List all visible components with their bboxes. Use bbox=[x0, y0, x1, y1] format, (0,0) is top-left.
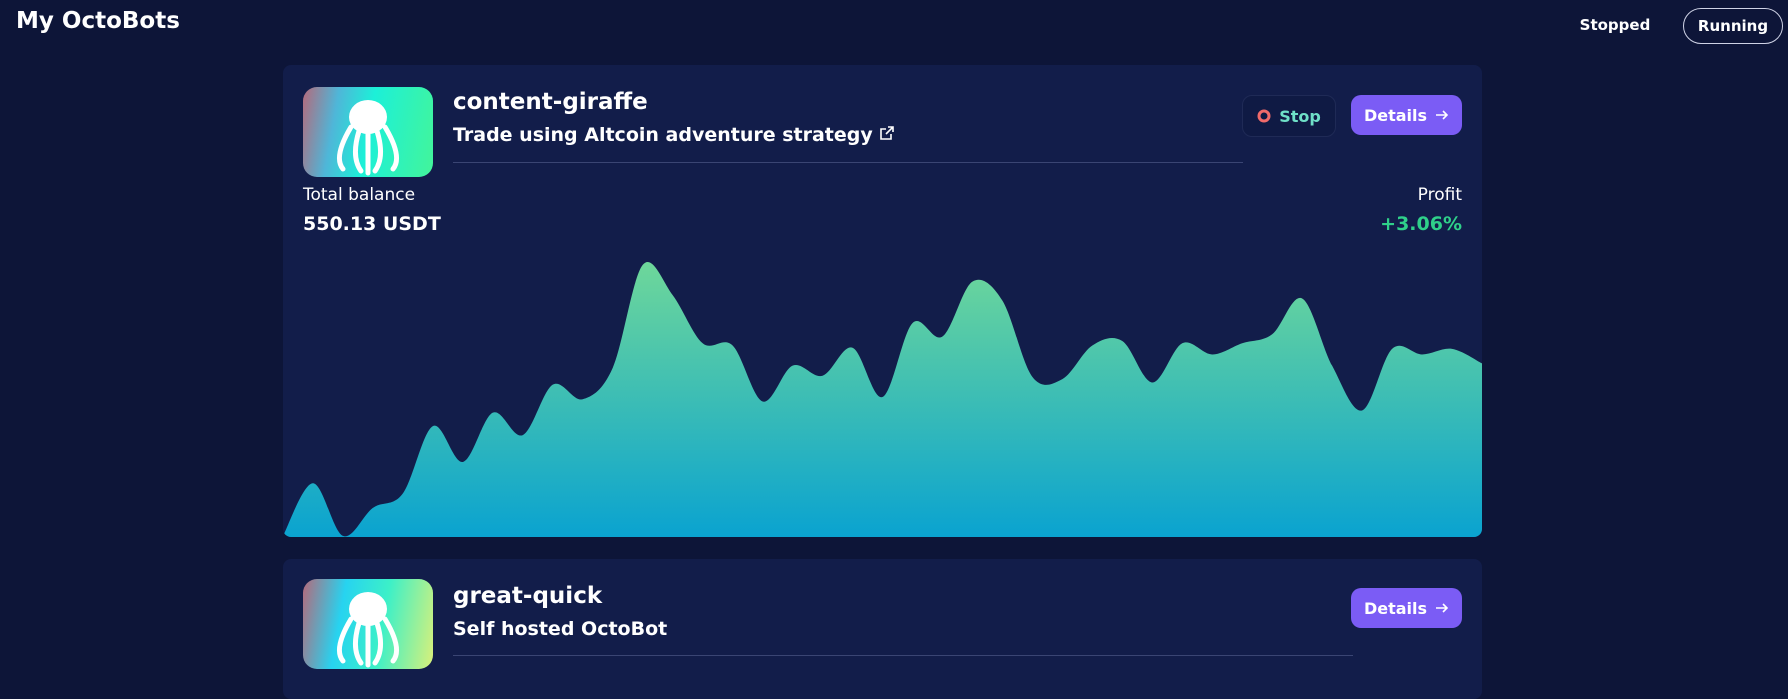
bot-avatar bbox=[303, 87, 433, 177]
details-button[interactable]: Details bbox=[1351, 588, 1462, 628]
page: My OctoBots Stopped Running content-gira… bbox=[16, 8, 1783, 699]
octopus-icon bbox=[336, 100, 400, 176]
bot-name: great-quick bbox=[453, 583, 603, 609]
profit-value: +3.06% bbox=[1380, 213, 1462, 235]
balance-area bbox=[283, 261, 1482, 537]
bot-description[interactable]: Trade using Altcoin adventure strategy bbox=[453, 124, 895, 146]
stop-icon bbox=[1257, 109, 1271, 123]
balance-chart bbox=[283, 261, 1482, 537]
stop-label: Stop bbox=[1279, 106, 1321, 126]
bot-avatar bbox=[303, 579, 433, 669]
details-label: Details bbox=[1363, 105, 1428, 125]
bot-card: content-giraffe Trade using Altcoin adve… bbox=[283, 65, 1482, 537]
tab[interactable]: Stopped bbox=[1579, 16, 1651, 34]
stop-button[interactable]: Stop bbox=[1242, 95, 1336, 137]
bot-name: content-giraffe bbox=[453, 89, 648, 115]
details-button[interactable]: Details bbox=[1351, 95, 1462, 135]
profit-label: Profit bbox=[1417, 185, 1462, 205]
page-title: My OctoBots bbox=[16, 8, 180, 34]
details-label: Details bbox=[1363, 598, 1428, 618]
external-link-icon bbox=[880, 126, 895, 140]
tab-active[interactable]: Running bbox=[1683, 8, 1783, 44]
divider bbox=[453, 655, 1353, 656]
balance-value: 550.13 USDT bbox=[303, 213, 441, 235]
divider bbox=[453, 162, 1243, 163]
octopus-icon bbox=[336, 592, 400, 668]
bot-card: great-quick Self hosted OctoBot Details bbox=[283, 559, 1482, 699]
balance-label: Total balance bbox=[303, 185, 416, 205]
arrow-icon bbox=[1436, 603, 1449, 613]
bot-description-text: Trade using Altcoin adventure strategy bbox=[453, 124, 873, 146]
bot-description: Self hosted OctoBot bbox=[453, 618, 668, 640]
arrow-icon bbox=[1436, 110, 1449, 120]
